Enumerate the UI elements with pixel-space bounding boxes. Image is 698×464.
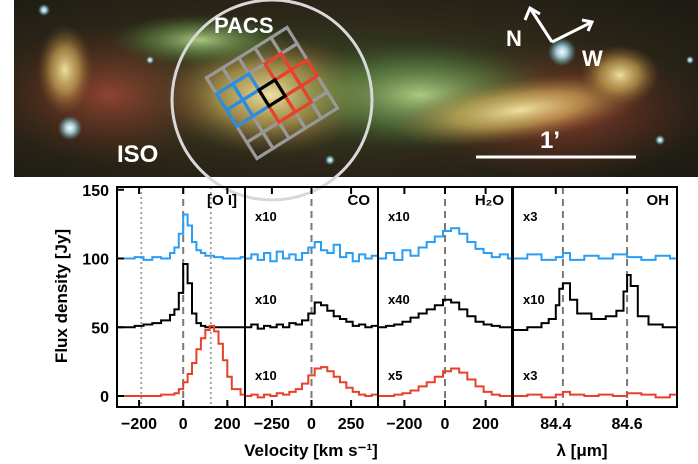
x-tick-label: 200 bbox=[214, 416, 241, 433]
y-tick-label: 100 bbox=[82, 252, 109, 269]
iso-label: ISO bbox=[117, 141, 158, 168]
x-tick-label: 84.4 bbox=[540, 416, 571, 433]
spectrum-line bbox=[513, 274, 677, 331]
panel-co: CO −250 0 250 x10 x10 x10 bbox=[244, 186, 379, 433]
spectrum-line bbox=[513, 390, 678, 399]
scale-factor-label: x10 bbox=[255, 368, 277, 383]
scale-factor-label: x3 bbox=[523, 368, 537, 383]
x-tick-label: −200 bbox=[386, 416, 422, 433]
scale-factor-label: x10 bbox=[255, 209, 277, 224]
pacs-spaxel bbox=[282, 83, 314, 115]
x-tick-label: 0 bbox=[179, 416, 188, 433]
spectrum-line bbox=[378, 367, 512, 397]
spectrum-line bbox=[117, 213, 246, 261]
spectrum-line bbox=[245, 241, 379, 263]
panel-oi: [O I] −200 0 200 0 50 100 150 bbox=[82, 183, 246, 433]
panel-title: CO bbox=[348, 192, 371, 209]
scale-factor-label: x40 bbox=[388, 292, 410, 307]
spectrum-line bbox=[245, 301, 379, 330]
pacs-spaxel bbox=[256, 77, 288, 109]
compass bbox=[523, 5, 595, 44]
y-axis-label: Flux density [Jy] bbox=[52, 229, 71, 363]
pacs-spaxel bbox=[309, 89, 340, 121]
pacs-spaxel bbox=[288, 57, 320, 89]
panel-oh: OH 84.4 84.6 x3 x10 x3 bbox=[512, 186, 678, 433]
spectrum-line bbox=[245, 366, 379, 399]
sky-image bbox=[14, 0, 698, 177]
scale-factor-label: x10 bbox=[388, 209, 410, 224]
scale-bar-label: 1’ bbox=[540, 127, 560, 154]
scale-factor-label: x10 bbox=[255, 292, 277, 307]
x-tick-label: 200 bbox=[472, 416, 499, 433]
x-tick-label: 0 bbox=[307, 416, 316, 433]
y-tick-label: 50 bbox=[91, 320, 109, 337]
pacs-label: PACS bbox=[214, 13, 274, 38]
panel-title: OH bbox=[647, 192, 670, 209]
x-tick-label: 0 bbox=[441, 416, 450, 433]
x-tick-label: 84.6 bbox=[612, 416, 643, 433]
spectrum-line bbox=[378, 298, 512, 329]
y-tick-label: 150 bbox=[82, 183, 109, 200]
x-tick-label: −200 bbox=[121, 416, 157, 433]
spectrum-line bbox=[117, 324, 246, 397]
scale-factor-label: x3 bbox=[523, 209, 537, 224]
spectrum-line bbox=[378, 227, 512, 261]
x-axis-label-velocity: Velocity [km s⁻¹] bbox=[244, 441, 378, 460]
scale-factor-label: x10 bbox=[523, 292, 545, 307]
pacs-spaxel-grid bbox=[204, 25, 340, 161]
compass-west-label: W bbox=[582, 46, 603, 71]
compass-north-label: N bbox=[506, 26, 522, 51]
panel-frame bbox=[116, 186, 246, 408]
scale-factor-label: x5 bbox=[388, 368, 402, 383]
x-tick-label: 250 bbox=[338, 416, 365, 433]
panel-title: H₂O bbox=[475, 192, 504, 209]
spectrum-line bbox=[513, 252, 678, 261]
panel-title: [O I] bbox=[207, 192, 237, 209]
y-tick-label: 0 bbox=[100, 389, 109, 406]
spectrum-line bbox=[117, 263, 245, 329]
x-tick-label: −250 bbox=[254, 416, 290, 433]
iso-beam-circle bbox=[170, 0, 374, 202]
panel-frame bbox=[512, 186, 678, 408]
x-axis-label-wavelength: λ [μm] bbox=[556, 441, 607, 460]
spectra-panels: [O I] −200 0 200 0 50 100 150 CO −250 0 250 x10 x10 x1… bbox=[82, 183, 678, 433]
panel-h2o: H₂O −200 0 200 x10 x40 x5 bbox=[377, 186, 513, 433]
